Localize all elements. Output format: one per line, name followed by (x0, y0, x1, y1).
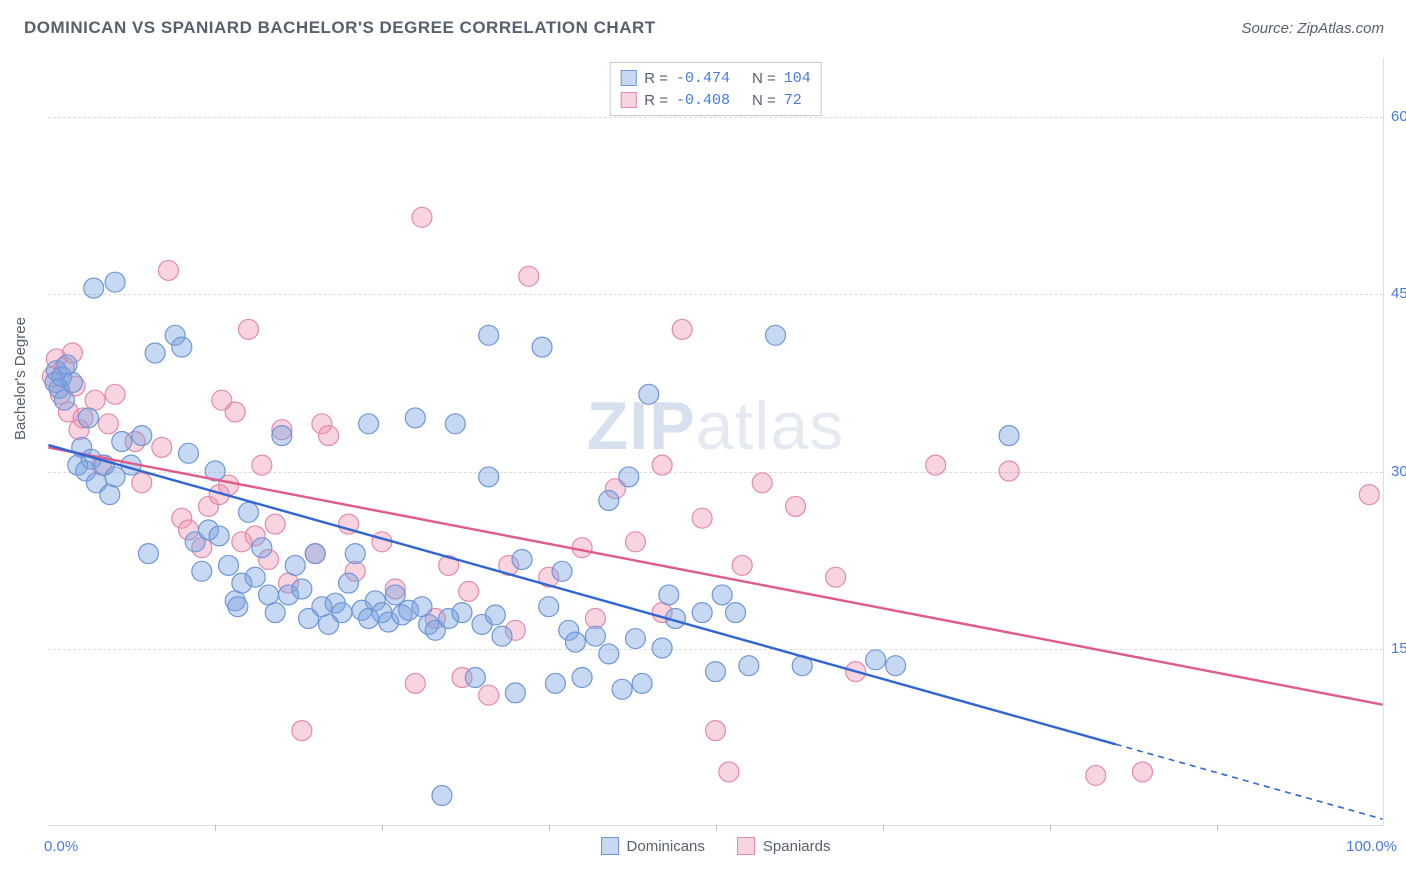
swatch-spaniards (737, 837, 755, 855)
chart-title: DOMINICAN VS SPANIARD BACHELOR'S DEGREE … (24, 18, 656, 38)
trend-dominican-dashed (1116, 744, 1383, 819)
x-tick-mark (883, 825, 884, 831)
n-label: N = (752, 92, 776, 109)
trend-spaniard-solid (48, 447, 1382, 704)
trend-lines-layer (48, 58, 1383, 825)
x-tick-mark (1050, 825, 1051, 831)
swatch-dominicans (601, 837, 619, 855)
swatch-icon (620, 70, 636, 86)
trend-dominican-solid (48, 445, 1115, 744)
chart-container: { "title": "DOMINICAN VS SPANIARD BACHEL… (0, 0, 1406, 892)
x-tick-max: 100.0% (1346, 838, 1397, 855)
x-tick-mark (382, 825, 383, 831)
r-value: -0.408 (676, 92, 730, 109)
n-label: N = (752, 70, 776, 87)
legend-bottom: Dominicans Spaniards (601, 837, 831, 855)
legend-item-dominicans: Dominicans (601, 837, 705, 855)
legend-label-spaniards: Spaniards (763, 838, 831, 855)
y-axis-label: Bachelor's Degree (12, 317, 29, 440)
source-attribution: Source: ZipAtlas.com (1241, 20, 1384, 37)
y-tick-label: 15.0% (1391, 640, 1406, 657)
stats-row-dominican: R = -0.474 N = 104 (620, 67, 811, 89)
x-tick-mark (549, 825, 550, 831)
r-value: -0.474 (676, 70, 730, 87)
x-tick-mark (1217, 825, 1218, 831)
plot-area: ZIPatlas 0.0% 100.0% Dominicans Spaniard… (48, 58, 1384, 826)
r-label: R = (644, 92, 668, 109)
x-tick-min: 0.0% (44, 838, 78, 855)
legend-label-dominicans: Dominicans (627, 838, 705, 855)
stats-row-spaniard: R = -0.408 N = 72 (620, 89, 811, 111)
x-tick-mark (215, 825, 216, 831)
swatch-icon (620, 92, 636, 108)
n-value: 104 (784, 70, 811, 87)
r-label: R = (644, 70, 668, 87)
y-tick-label: 45.0% (1391, 285, 1406, 302)
n-value: 72 (784, 92, 802, 109)
y-tick-label: 60.0% (1391, 108, 1406, 125)
legend-item-spaniards: Spaniards (737, 837, 831, 855)
x-tick-mark (716, 825, 717, 831)
legend-statistics: R = -0.474 N = 104 R = -0.408 N = 72 (609, 62, 822, 116)
y-tick-label: 30.0% (1391, 463, 1406, 480)
